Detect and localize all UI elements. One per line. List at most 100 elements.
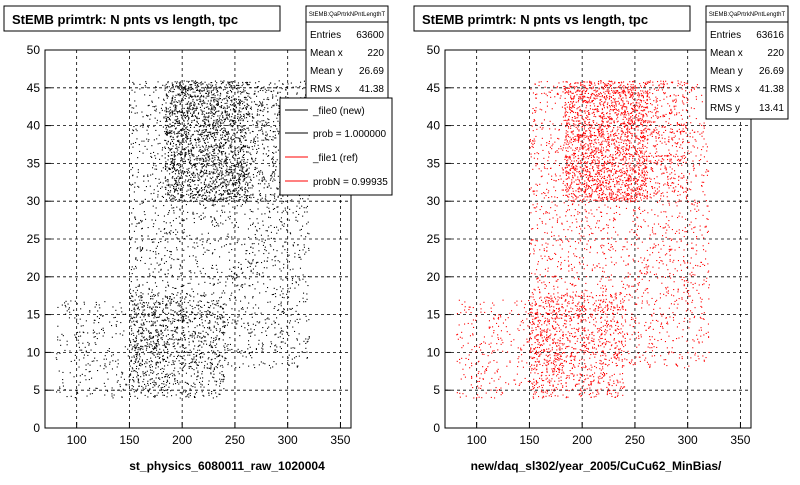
scatter-point [132, 304, 133, 305]
scatter-point [79, 347, 80, 348]
scatter-point [170, 196, 171, 197]
scatter-point [183, 97, 184, 98]
scatter-point [236, 277, 237, 278]
scatter-point [220, 146, 221, 147]
scatter-point [228, 132, 229, 133]
scatter-point [279, 261, 280, 262]
scatter-point [277, 131, 278, 132]
scatter-point [161, 334, 162, 335]
scatter-point [211, 346, 212, 347]
scatter-point [153, 342, 154, 343]
scatter-point [167, 353, 168, 354]
scatter-point [202, 391, 203, 392]
scatter-point [247, 307, 248, 308]
scatter-point [192, 337, 193, 338]
scatter-point [233, 172, 234, 173]
scatter-point [220, 130, 221, 131]
scatter-point [211, 189, 212, 190]
scatter-point [288, 288, 289, 289]
scatter-point [216, 381, 217, 382]
scatter-point [172, 162, 173, 163]
scatter-point [263, 363, 264, 364]
scatter-point [194, 222, 195, 223]
scatter-point [183, 89, 184, 90]
scatter-point [227, 348, 228, 349]
scatter-point [166, 305, 167, 306]
scatter-point [252, 146, 253, 147]
scatter-point [254, 243, 255, 244]
scatter-point [217, 134, 218, 135]
scatter-point [278, 304, 279, 305]
scatter-point [186, 191, 187, 192]
scatter-point [140, 349, 141, 350]
scatter-point [250, 329, 251, 330]
scatter-point [215, 197, 216, 198]
scatter-point [178, 100, 179, 101]
scatter-point [205, 150, 206, 151]
scatter-point [174, 319, 175, 320]
scatter-point [195, 333, 196, 334]
scatter-point [172, 176, 173, 177]
scatter-point [223, 127, 224, 128]
scatter-point [209, 345, 210, 346]
scatter-point [192, 247, 193, 248]
scatter-point [204, 155, 205, 156]
scatter-point [186, 81, 187, 82]
scatter-point [247, 84, 248, 85]
scatter-point [266, 153, 267, 154]
scatter-point [278, 131, 279, 132]
scatter-point [216, 301, 217, 302]
scatter-point [148, 331, 149, 332]
scatter-point [273, 294, 274, 295]
scatter-point [176, 328, 177, 329]
scatter-point [177, 292, 178, 293]
scatter-point [217, 98, 218, 99]
scatter-point [225, 282, 226, 283]
scatter-point [219, 339, 220, 340]
scatter-point [187, 104, 188, 105]
scatter-point [139, 151, 140, 152]
scatter-point [173, 167, 174, 168]
scatter-point [257, 282, 258, 283]
scatter-point [186, 135, 187, 136]
scatter-point [210, 132, 211, 133]
scatter-point [223, 332, 224, 333]
scatter-point [228, 174, 229, 175]
scatter-point [220, 160, 221, 161]
scatter-point [190, 127, 191, 128]
scatter-point [264, 183, 265, 184]
scatter-point [272, 176, 273, 177]
scatter-point [206, 311, 207, 312]
scatter-point [176, 119, 177, 120]
scatter-point [189, 186, 190, 187]
scatter-point [201, 319, 202, 320]
scatter-point [146, 302, 147, 303]
scatter-point [268, 119, 269, 120]
scatter-point [148, 133, 149, 134]
scatter-point [253, 197, 254, 198]
scatter-point [153, 92, 154, 93]
scatter-point [227, 325, 228, 326]
scatter-point [222, 316, 223, 317]
scatter-point [215, 179, 216, 180]
scatter-point [275, 345, 276, 346]
scatter-point [220, 142, 221, 143]
scatter-point [263, 253, 264, 254]
scatter-point [233, 196, 234, 197]
scatter-point [177, 190, 178, 191]
scatter-point [167, 95, 168, 96]
scatter-point [282, 225, 283, 226]
scatter-point [218, 158, 219, 159]
scatter-point [286, 326, 287, 327]
scatter-point [216, 92, 217, 93]
scatter-point [163, 345, 164, 346]
scatter-point [274, 171, 275, 172]
scatter-point [173, 384, 174, 385]
scatter-point [185, 318, 186, 319]
scatter-point [223, 339, 224, 340]
scatter-point [134, 217, 135, 218]
scatter-point [192, 197, 193, 198]
scatter-point [184, 366, 185, 367]
scatter-point [168, 190, 169, 191]
scatter-point [207, 132, 208, 133]
